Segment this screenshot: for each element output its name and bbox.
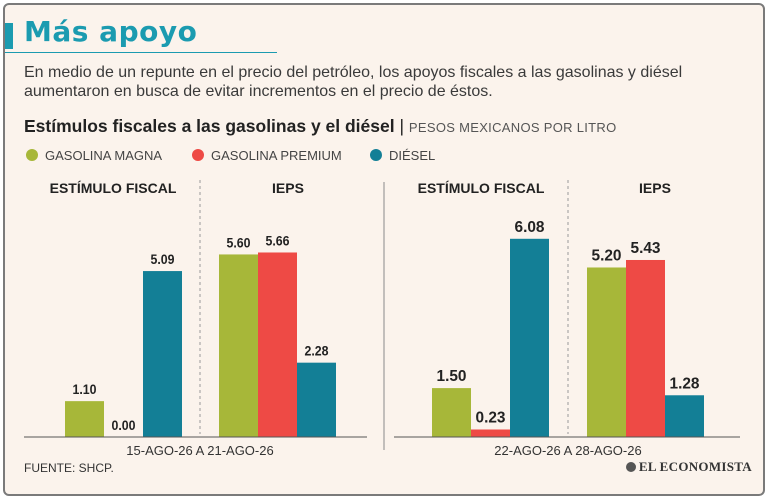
legend-dot-premium — [192, 149, 204, 161]
bar-diesel-2-1 — [510, 238, 549, 437]
bar-premium-2-1 — [471, 429, 510, 437]
data-label-premium-2-2: 5.43 — [631, 240, 661, 257]
group-header-1-2: IEPS — [272, 180, 304, 196]
title-accent-bar — [5, 23, 13, 49]
bar-premium-1-2 — [258, 252, 297, 437]
title-rule — [5, 52, 277, 53]
bar-diesel-1-2 — [297, 362, 336, 437]
data-label-premium-1-1: 0.00 — [112, 417, 136, 433]
period-label-2: 22-AGO-26 A 28-AGO-26 — [494, 443, 641, 458]
legend-label-magna: GASOLINA MAGNA — [45, 148, 163, 163]
data-label-premium-1-2: 5.66 — [266, 232, 290, 248]
legend-item-magna: GASOLINA MAGNA — [26, 148, 162, 163]
bar-magna-1-1 — [65, 401, 104, 437]
bar-premium-2-2 — [626, 259, 665, 437]
bar-diesel-2-2 — [665, 395, 704, 437]
data-label-diesel-2-2: 1.28 — [670, 375, 700, 392]
source-note: FUENTE: SHCP. — [24, 461, 114, 475]
group-header-1-1: ESTÍMULO FISCAL — [50, 180, 177, 196]
data-label-diesel-1-1: 5.09 — [151, 251, 175, 267]
subtitle: En medio de un repunte en el precio del … — [24, 64, 683, 100]
bar-magna-1-2 — [219, 254, 258, 437]
legend-label-premium: GASOLINA PREMIUM — [211, 148, 342, 163]
legend-dot-diesel — [370, 149, 382, 161]
chart-unit: PESOS MEXICANOS POR LITRO — [408, 120, 617, 135]
legend-label-diesel: DIÉSEL — [389, 148, 436, 163]
data-label-magna-2-1: 1.50 — [437, 368, 467, 385]
publisher-logo-icon — [625, 462, 636, 472]
data-label-magna-1-1: 1.10 — [73, 381, 97, 397]
publisher-name: EL ECONOMISTA — [638, 459, 752, 474]
data-label-premium-2-1: 0.23 — [476, 410, 506, 427]
data-label-diesel-2-1: 6.08 — [515, 219, 545, 236]
bar-diesel-1-1 — [143, 271, 182, 437]
legend-item-premium: GASOLINA PREMIUM — [192, 148, 342, 163]
chart-heading: Estímulos fiscales a las gasolinas y el … — [24, 116, 617, 137]
legend-item-diesel: DIÉSEL — [370, 148, 435, 163]
data-label-magna-1-2: 5.60 — [227, 234, 251, 250]
chart-heading-separator: | — [399, 116, 405, 136]
publisher-logo: EL ECONOMISTA — [625, 459, 752, 475]
page-title: Más apoyo — [24, 15, 198, 48]
chart-title: Estímulos fiscales a las gasolinas y el … — [24, 116, 395, 136]
group-header-2-2: IEPS — [639, 180, 671, 196]
legend-dot-magna — [26, 149, 38, 161]
bar-magna-2-1 — [432, 388, 471, 437]
data-label-magna-2-2: 5.20 — [592, 247, 622, 264]
data-label-diesel-1-2: 2.28 — [305, 343, 329, 359]
bar-magna-2-2 — [587, 267, 626, 437]
period-label-1: 15-AGO-26 A 21-AGO-26 — [126, 443, 273, 458]
group-header-2-1: ESTÍMULO FISCAL — [418, 180, 545, 196]
